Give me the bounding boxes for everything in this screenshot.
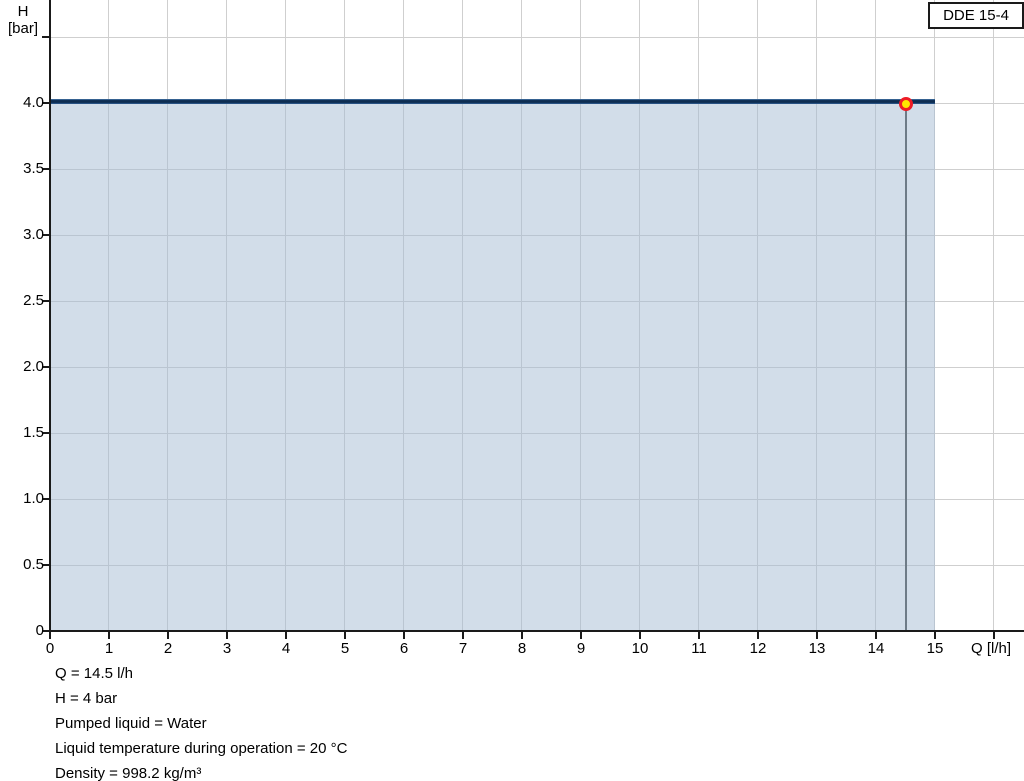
x-tick-label: 2 xyxy=(163,640,173,657)
pump-curve-line xyxy=(50,99,935,104)
y-tick xyxy=(42,234,50,236)
y-tick xyxy=(42,432,50,434)
x-tick-label: 3 xyxy=(222,640,232,657)
y-tick xyxy=(42,102,50,104)
y-axis-line xyxy=(49,0,51,632)
x-tick xyxy=(403,632,405,639)
y-tick-label: 0.5 xyxy=(23,556,44,573)
info-line-flow: Q = 14.5 l/h xyxy=(55,665,133,682)
x-tick xyxy=(285,632,287,639)
y-tick xyxy=(42,168,50,170)
info-line-liquid: Pumped liquid = Water xyxy=(55,715,207,732)
y-axis-title-quantity: H xyxy=(17,3,29,20)
x-tick-label: 7 xyxy=(458,640,468,657)
x-tick-label: 0 xyxy=(45,640,55,657)
y-tick-label: 3.0 xyxy=(23,226,44,243)
x-tick-label: 12 xyxy=(749,640,767,657)
x-tick xyxy=(639,632,641,639)
x-tick-label: 6 xyxy=(399,640,409,657)
x-tick-label: 15 xyxy=(926,640,944,657)
x-tick xyxy=(875,632,877,639)
x-tick xyxy=(462,632,464,639)
x-tick xyxy=(698,632,700,639)
info-line-head: H = 4 bar xyxy=(55,690,118,707)
grid-vline xyxy=(993,0,994,632)
x-tick xyxy=(757,632,759,639)
x-tick xyxy=(580,632,582,639)
x-axis-line xyxy=(42,630,1024,632)
x-tick xyxy=(49,632,51,639)
y-tick xyxy=(42,498,50,500)
y-tick-label: 0 xyxy=(35,622,44,639)
x-tick-label: 13 xyxy=(808,640,826,657)
info-line-density: Density = 998.2 kg/m³ xyxy=(55,765,202,781)
y-axis-title-unit: [bar] xyxy=(7,20,38,37)
y-axis-title: H [bar] xyxy=(0,3,46,37)
x-tick xyxy=(226,632,228,639)
y-tick xyxy=(42,300,50,302)
y-tick xyxy=(42,36,50,38)
x-tick xyxy=(993,632,995,639)
x-tick-label: 10 xyxy=(631,640,649,657)
x-tick-label: 9 xyxy=(576,640,586,657)
x-tick-label: 11 xyxy=(691,640,707,657)
x-tick xyxy=(108,632,110,639)
x-tick-label: 8 xyxy=(517,640,527,657)
duty-point-vline xyxy=(905,104,907,631)
grid-hline xyxy=(50,37,1024,38)
y-tick-label: 2.0 xyxy=(23,358,44,375)
y-tick-label: 3.5 xyxy=(23,160,44,177)
duty-point-marker xyxy=(899,97,913,111)
legend-label: DDE 15-4 xyxy=(943,7,1009,24)
y-tick xyxy=(42,366,50,368)
y-tick-label: 2.5 xyxy=(23,292,44,309)
x-tick-label: 1 xyxy=(104,640,114,657)
x-tick xyxy=(521,632,523,639)
x-tick-label: 5 xyxy=(340,640,350,657)
y-tick-label: 4.0 xyxy=(23,94,44,111)
x-axis-title: Q [l/h] xyxy=(971,640,1012,657)
duty-info-block: Q = 14.5 l/h H = 4 bar Pumped liquid = W… xyxy=(55,661,347,781)
info-line-temperature: Liquid temperature during operation = 20… xyxy=(55,740,348,757)
curve-area-fill xyxy=(51,103,935,631)
x-tick xyxy=(816,632,818,639)
x-tick-label: 4 xyxy=(281,640,291,657)
legend-box: DDE 15-4 xyxy=(928,2,1024,29)
y-tick-label: 1.5 xyxy=(23,424,44,441)
x-tick xyxy=(934,632,936,639)
y-tick xyxy=(42,564,50,566)
x-tick xyxy=(167,632,169,639)
y-tick-label: 1.0 xyxy=(23,490,44,507)
x-tick xyxy=(344,632,346,639)
y-tick xyxy=(42,630,50,632)
x-tick-label: 14 xyxy=(867,640,885,657)
